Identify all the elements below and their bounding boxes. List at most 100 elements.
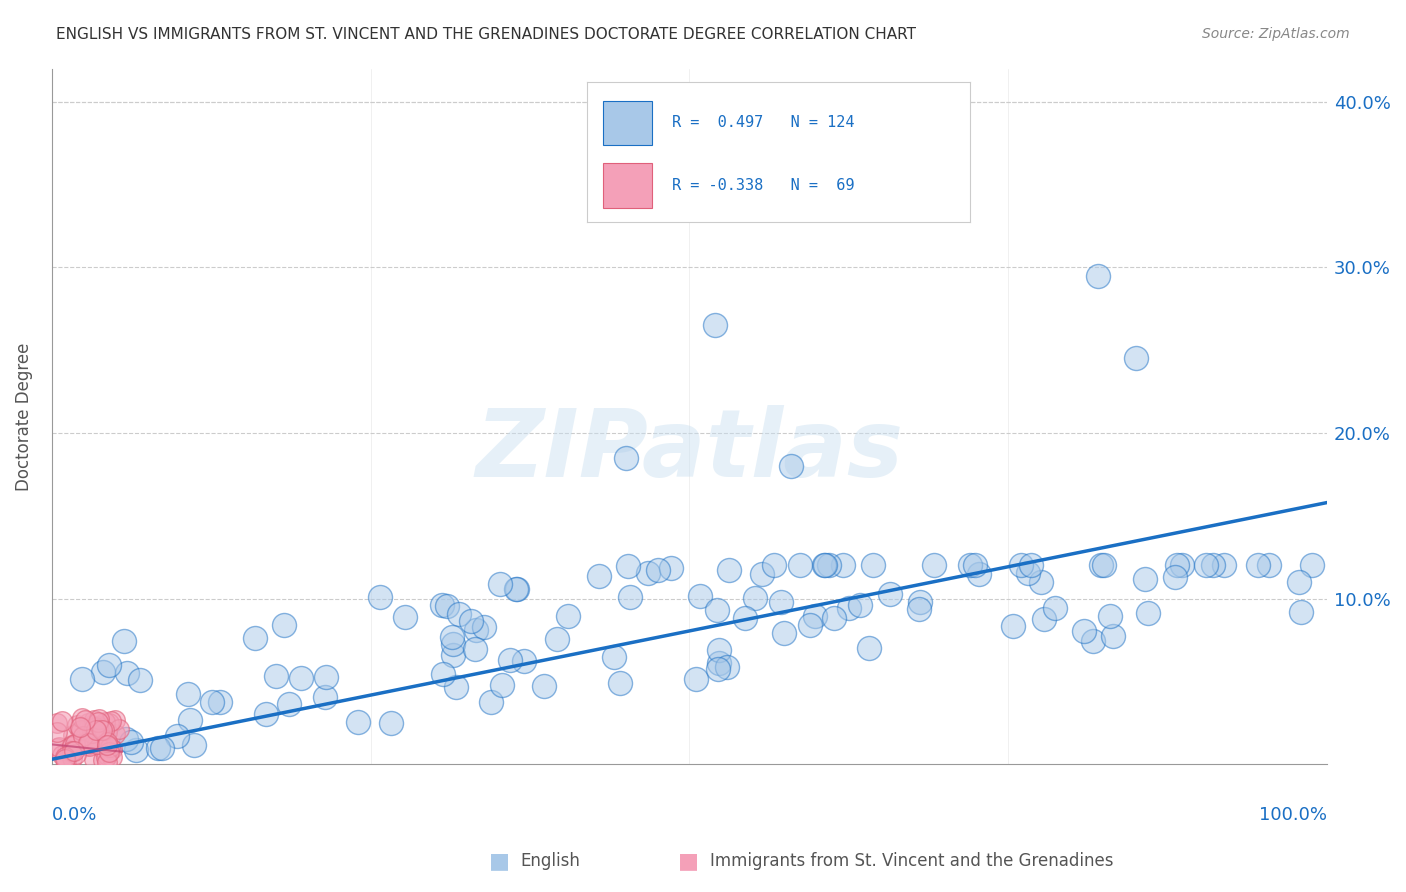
Point [59, 743, 82, 757]
Point [96, 735, 118, 749]
Point [176, 686, 198, 700]
Point [83, 752, 105, 766]
Point [91, 665, 114, 679]
Point [51, 748, 73, 763]
Point [100, 714, 122, 729]
Point [430, 598, 453, 612]
Point [637, 566, 659, 581]
Point [744, 591, 766, 606]
Point [1164, 570, 1187, 584]
Point [460, 614, 482, 628]
Point [879, 587, 901, 601]
Point [91, 754, 114, 768]
Point [103, 714, 125, 728]
Point [704, 318, 727, 333]
Point [716, 660, 738, 674]
Point [394, 610, 416, 624]
Point [770, 595, 793, 609]
Point [179, 713, 201, 727]
Point [1195, 558, 1218, 573]
Point [45, 724, 67, 739]
Point [1202, 558, 1225, 573]
Point [75, 714, 97, 728]
Point [104, 727, 127, 741]
Point [922, 558, 945, 573]
Point [647, 563, 669, 577]
Point [718, 563, 741, 577]
Point [557, 608, 579, 623]
Point [76, 715, 98, 730]
Point [441, 648, 464, 662]
Point [94, 714, 117, 729]
Point [96, 755, 118, 769]
Point [87, 719, 110, 733]
Point [472, 620, 495, 634]
Point [53, 752, 76, 766]
Point [831, 202, 853, 217]
Point [115, 731, 138, 746]
Point [444, 680, 467, 694]
Point [98, 657, 121, 672]
Point [77, 721, 100, 735]
Point [1043, 601, 1066, 615]
Point [89, 737, 111, 751]
Point [51, 714, 73, 729]
Point [965, 558, 987, 573]
Point [65, 737, 87, 751]
Point [689, 589, 711, 603]
Point [780, 459, 803, 474]
Point [201, 695, 224, 709]
Point [1166, 558, 1188, 573]
Point [1289, 605, 1312, 619]
Point [87, 714, 110, 729]
Point [813, 558, 835, 573]
Point [84, 723, 107, 737]
Point [55, 754, 77, 768]
Point [368, 590, 391, 604]
Point [264, 669, 287, 683]
Point [80, 726, 103, 740]
Point [69, 724, 91, 739]
Point [98, 715, 121, 730]
Point [243, 632, 266, 646]
Point [491, 678, 513, 692]
Point [546, 632, 568, 647]
Point [96, 739, 118, 753]
Point [79, 732, 101, 747]
Point [804, 608, 827, 623]
Point [1102, 628, 1125, 642]
Point [90, 740, 112, 755]
Point [60, 751, 83, 765]
Point [1017, 566, 1039, 580]
Point [183, 738, 205, 752]
Point [1246, 558, 1268, 573]
Point [87, 726, 110, 740]
Point [97, 745, 120, 759]
Text: Immigrants from St. Vincent and the Grenadines: Immigrants from St. Vincent and the Gren… [710, 852, 1114, 870]
Point [441, 637, 464, 651]
Point [91, 723, 114, 738]
Point [1090, 558, 1112, 573]
Point [488, 576, 510, 591]
Point [112, 634, 135, 648]
Point [45, 716, 67, 731]
Point [96, 750, 118, 764]
Point [817, 558, 839, 573]
Point [588, 569, 610, 583]
Point [436, 599, 458, 613]
Point [120, 734, 142, 748]
Point [48, 739, 70, 754]
Point [45, 740, 67, 755]
Point [1081, 634, 1104, 648]
Point [479, 695, 502, 709]
Point [1002, 619, 1025, 633]
Point [849, 598, 872, 612]
Point [125, 743, 148, 757]
Point [751, 567, 773, 582]
Point [101, 750, 124, 764]
Text: ZIPatlas: ZIPatlas [475, 405, 904, 497]
Point [858, 640, 880, 655]
Text: ■: ■ [679, 851, 699, 871]
Point [1133, 572, 1156, 586]
Point [65, 747, 87, 761]
